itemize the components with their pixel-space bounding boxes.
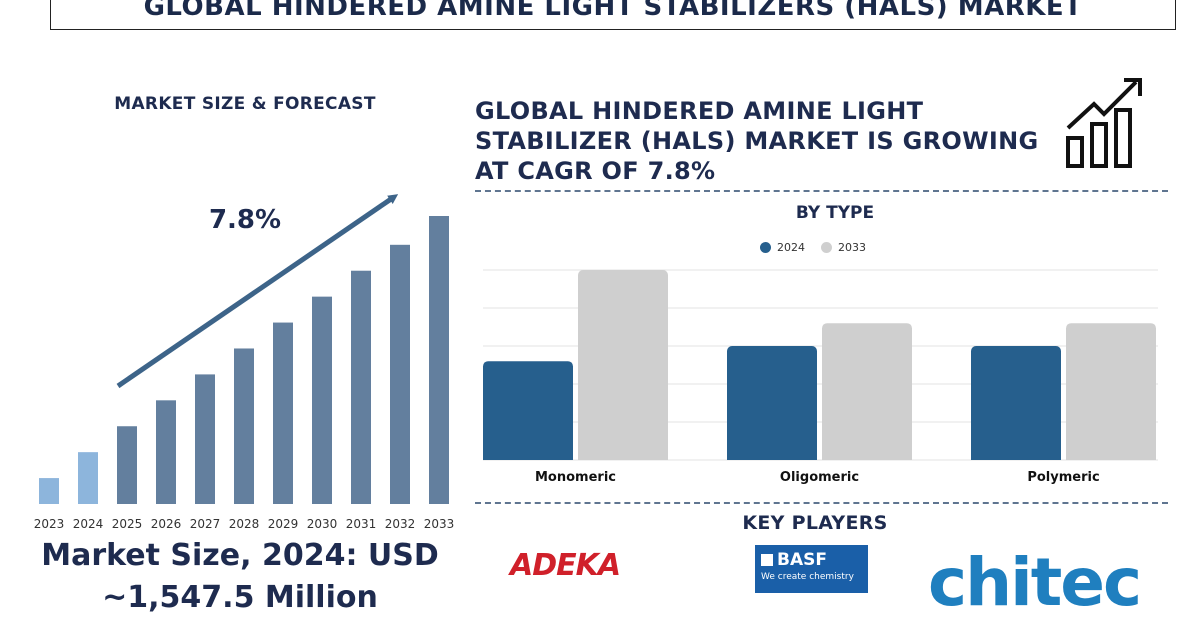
divider-top	[475, 190, 1168, 192]
basf-logo-text: BASF	[777, 550, 827, 570]
forecast-tick-2025: 2025	[112, 517, 143, 531]
by-type-heading: BY TYPE	[795, 203, 875, 223]
market-size-text: Market Size, 2024: USD ~1,547.5 Million	[10, 535, 470, 619]
legend-label-2033: 2033	[838, 241, 866, 254]
type-bar-base-monomeric-2033	[578, 454, 668, 460]
basf-logo-mark: BASF	[761, 549, 862, 571]
type-bar-polymeric-2024	[971, 346, 1061, 460]
cagr-annotation: 7.8%	[209, 205, 281, 235]
forecast-tick-2033: 2033	[424, 517, 455, 531]
type-bar-oligomeric-2033	[822, 323, 912, 460]
page-title: GLOBAL HINDERED AMINE LIGHT STABILIZERS …	[143, 0, 1083, 22]
forecast-bar-2028	[234, 348, 254, 504]
forecast-bar-2026	[156, 400, 176, 504]
market-size-line-2: ~1,547.5 Million	[102, 580, 378, 615]
cagr-heading-line-3: AT CAGR OF 7.8%	[475, 157, 716, 185]
cagr-heading-line-1: GLOBAL HINDERED AMINE LIGHT	[475, 97, 924, 125]
forecast-bar-2033	[429, 216, 449, 504]
type-bar-monomeric-2024	[483, 361, 573, 460]
adeka-logo: ADEKA	[510, 548, 621, 583]
market-size-line-1: Market Size, 2024: USD	[41, 538, 439, 573]
type-bar-monomeric-2033	[578, 270, 668, 460]
growth-arrow	[116, 194, 399, 389]
type-bar-base-polymeric-2024	[971, 454, 1061, 460]
type-bar-base-oligomeric-2033	[822, 454, 912, 460]
key-players-heading: KEY PLAYERS	[742, 512, 888, 534]
cagr-heading: GLOBAL HINDERED AMINE LIGHT STABILIZER (…	[475, 96, 1075, 186]
type-category-oligomeric: Oligomeric	[780, 470, 859, 485]
basf-tagline: We create chemistry	[761, 572, 854, 582]
type-legend: 2024 2033	[760, 241, 866, 254]
forecast-heading: MARKET SIZE & FORECAST	[114, 94, 376, 114]
type-chart: Monomeric Oligomeric Polymeric	[483, 269, 1158, 485]
type-bar-polymeric-2033	[1066, 323, 1156, 460]
forecast-tick-2032: 2032	[385, 517, 416, 531]
forecast-bar-2023	[39, 478, 59, 504]
forecast-tick-2027: 2027	[190, 517, 221, 531]
title-banner: GLOBAL HINDERED AMINE LIGHT STABILIZERS …	[50, 0, 1176, 30]
type-bar-base-monomeric-2024	[483, 454, 573, 460]
forecast-bar-2029	[273, 322, 293, 504]
divider-bottom	[475, 502, 1168, 504]
type-bar-base-oligomeric-2024	[727, 454, 817, 460]
type-bar-oligomeric-2024	[727, 346, 817, 460]
forecast-bar-2031	[351, 270, 371, 504]
legend-item-2033: 2033	[821, 241, 866, 254]
basf-square-icon	[761, 554, 773, 566]
forecast-tick-2026: 2026	[151, 517, 182, 531]
forecast-bar-2027	[195, 374, 215, 504]
forecast-tick-2023: 2023	[34, 517, 65, 531]
cagr-heading-line-2: STABILIZER (HALS) MARKET IS GROWING	[475, 127, 1039, 155]
forecast-bar-2032	[390, 244, 410, 505]
forecast-chart: 2023 2024 2025 2026 2027 2028 2029 2030 2031 2032…	[34, 194, 455, 531]
forecast-tick-2024: 2024	[73, 517, 104, 531]
forecast-tick-2030: 2030	[307, 517, 338, 531]
legend-label-2024: 2024	[777, 241, 805, 254]
legend-item-2024: 2024	[760, 241, 805, 254]
forecast-tick-2031: 2031	[346, 517, 377, 531]
type-category-polymeric: Polymeric	[1027, 470, 1099, 485]
type-bar-base-polymeric-2033	[1066, 454, 1156, 460]
growth-chart-icon	[1066, 78, 1142, 168]
forecast-bar-2024	[78, 452, 98, 504]
type-category-monomeric: Monomeric	[535, 470, 616, 485]
forecast-tick-2028: 2028	[229, 517, 260, 531]
basf-logo: BASF We create chemistry	[755, 545, 868, 593]
forecast-tick-2029: 2029	[268, 517, 299, 531]
forecast-bar-2025	[117, 426, 137, 504]
chitec-logo: chitec	[928, 544, 1142, 621]
legend-swatch-2033	[821, 242, 832, 253]
forecast-bar-2030	[312, 296, 332, 504]
legend-swatch-2024	[760, 242, 771, 253]
